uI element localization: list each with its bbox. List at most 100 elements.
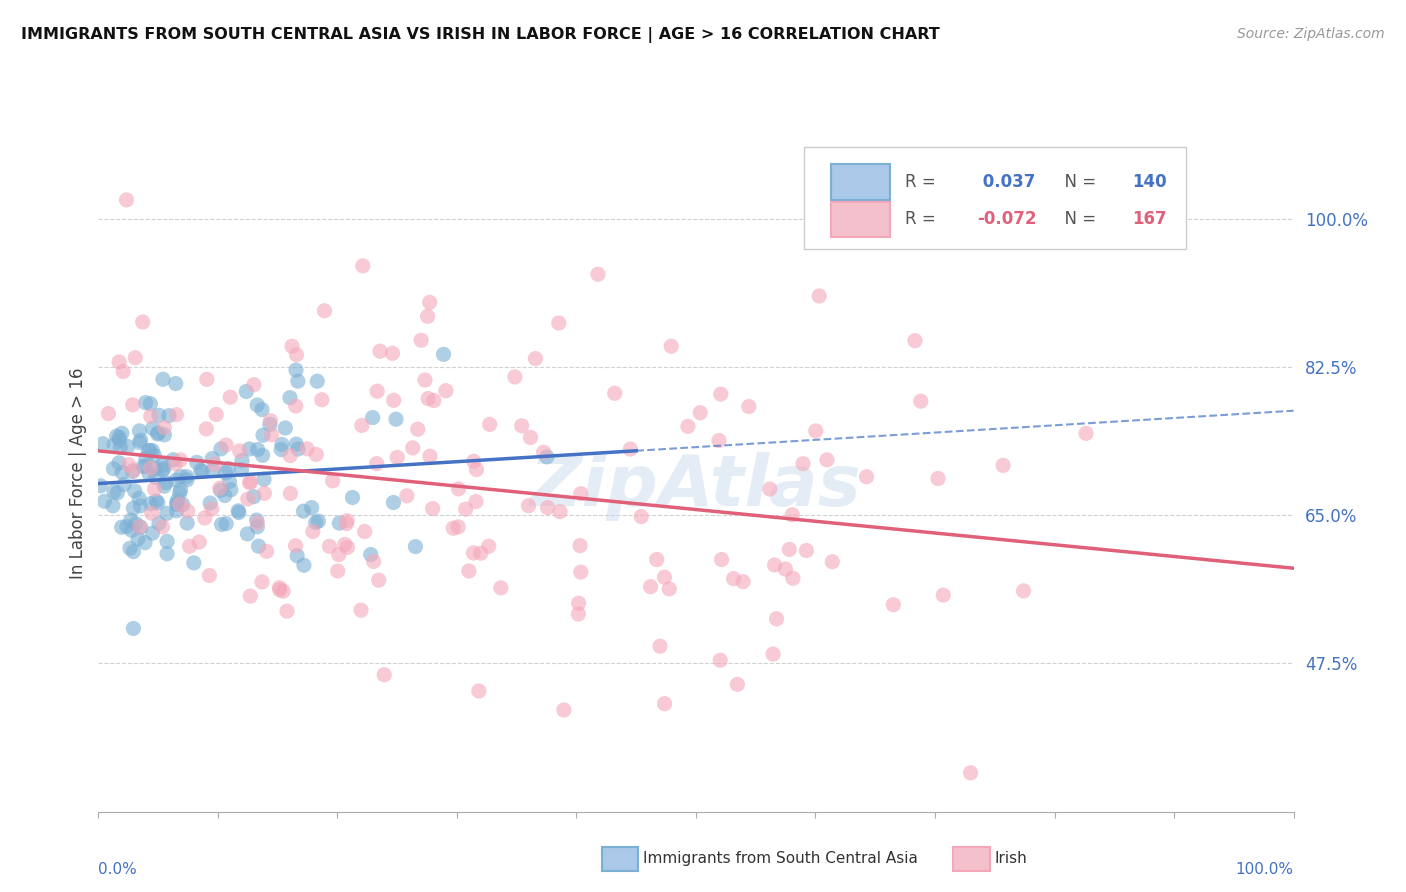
Point bbox=[139, 397, 162, 411]
Point bbox=[115, 193, 138, 207]
Point bbox=[253, 486, 276, 500]
Point bbox=[350, 418, 373, 433]
Point bbox=[111, 466, 134, 480]
Point bbox=[503, 370, 526, 384]
Point bbox=[287, 442, 309, 456]
Point bbox=[284, 399, 307, 413]
Point bbox=[368, 344, 391, 359]
Point bbox=[567, 607, 589, 621]
Point bbox=[93, 494, 115, 508]
Point bbox=[209, 483, 232, 498]
Point bbox=[188, 535, 211, 549]
Point bbox=[124, 483, 146, 498]
Point bbox=[139, 497, 162, 511]
Point bbox=[533, 445, 555, 459]
Point bbox=[191, 464, 214, 478]
Point bbox=[333, 537, 356, 551]
Point bbox=[128, 491, 150, 506]
Point bbox=[198, 496, 221, 510]
Point bbox=[152, 463, 174, 477]
Point bbox=[569, 486, 592, 500]
Point bbox=[569, 565, 592, 579]
Point bbox=[381, 346, 404, 360]
Point bbox=[166, 504, 188, 518]
Point bbox=[759, 482, 782, 496]
Point bbox=[586, 267, 609, 281]
Point bbox=[162, 452, 184, 467]
Point bbox=[117, 440, 139, 454]
Point bbox=[619, 442, 641, 456]
Point bbox=[226, 504, 249, 518]
Point bbox=[782, 571, 804, 585]
Point bbox=[366, 457, 388, 471]
Point bbox=[269, 581, 291, 595]
Point bbox=[645, 552, 668, 566]
FancyBboxPatch shape bbox=[831, 202, 890, 237]
Point bbox=[792, 457, 814, 471]
Point bbox=[269, 582, 291, 597]
Point bbox=[141, 421, 163, 435]
Point bbox=[125, 516, 148, 531]
Point bbox=[733, 574, 755, 589]
Point bbox=[569, 539, 592, 553]
Text: -0.072: -0.072 bbox=[977, 211, 1036, 228]
Point bbox=[153, 420, 176, 434]
Point bbox=[246, 398, 269, 412]
Point bbox=[218, 475, 240, 489]
Point bbox=[553, 703, 575, 717]
Point bbox=[195, 372, 218, 386]
Point bbox=[404, 540, 426, 554]
Point bbox=[250, 574, 273, 589]
Point bbox=[276, 604, 298, 618]
Point bbox=[143, 461, 166, 475]
Point bbox=[209, 442, 232, 456]
Point bbox=[295, 442, 318, 456]
Point bbox=[419, 295, 441, 310]
Point bbox=[314, 303, 336, 318]
Point bbox=[648, 639, 671, 653]
Point bbox=[654, 570, 676, 584]
Point bbox=[519, 430, 541, 444]
Point bbox=[659, 339, 682, 353]
Point bbox=[139, 409, 162, 424]
Point bbox=[336, 541, 359, 555]
Point bbox=[259, 414, 281, 428]
Point bbox=[129, 499, 152, 513]
Text: N =: N = bbox=[1054, 173, 1102, 191]
Point bbox=[112, 365, 135, 379]
Point bbox=[278, 391, 301, 405]
Point bbox=[152, 458, 174, 472]
Point bbox=[118, 541, 141, 556]
Point bbox=[385, 412, 408, 426]
Point bbox=[208, 481, 231, 495]
Point bbox=[468, 684, 491, 698]
Point bbox=[603, 386, 626, 401]
Point bbox=[165, 457, 187, 471]
Point bbox=[463, 454, 485, 468]
Point bbox=[510, 418, 533, 433]
Point bbox=[236, 491, 259, 506]
Point bbox=[111, 520, 134, 534]
Point bbox=[101, 499, 124, 513]
Point bbox=[215, 516, 238, 531]
Point bbox=[366, 384, 388, 399]
Point bbox=[138, 443, 160, 458]
Text: 0.0%: 0.0% bbox=[98, 863, 138, 877]
Point bbox=[328, 516, 350, 530]
Point bbox=[146, 496, 169, 510]
Point bbox=[738, 400, 761, 414]
Point bbox=[292, 558, 315, 573]
Point bbox=[166, 497, 188, 511]
Point bbox=[775, 562, 797, 576]
Point bbox=[413, 373, 436, 387]
Point bbox=[108, 430, 131, 444]
Point bbox=[763, 558, 786, 572]
Point bbox=[122, 622, 145, 636]
Text: R =: R = bbox=[905, 173, 941, 191]
Point bbox=[156, 506, 179, 520]
Point bbox=[568, 596, 591, 610]
Point bbox=[536, 450, 558, 464]
Text: Source: ZipAtlas.com: Source: ZipAtlas.com bbox=[1237, 27, 1385, 41]
Point bbox=[441, 521, 464, 535]
Point bbox=[97, 407, 120, 421]
